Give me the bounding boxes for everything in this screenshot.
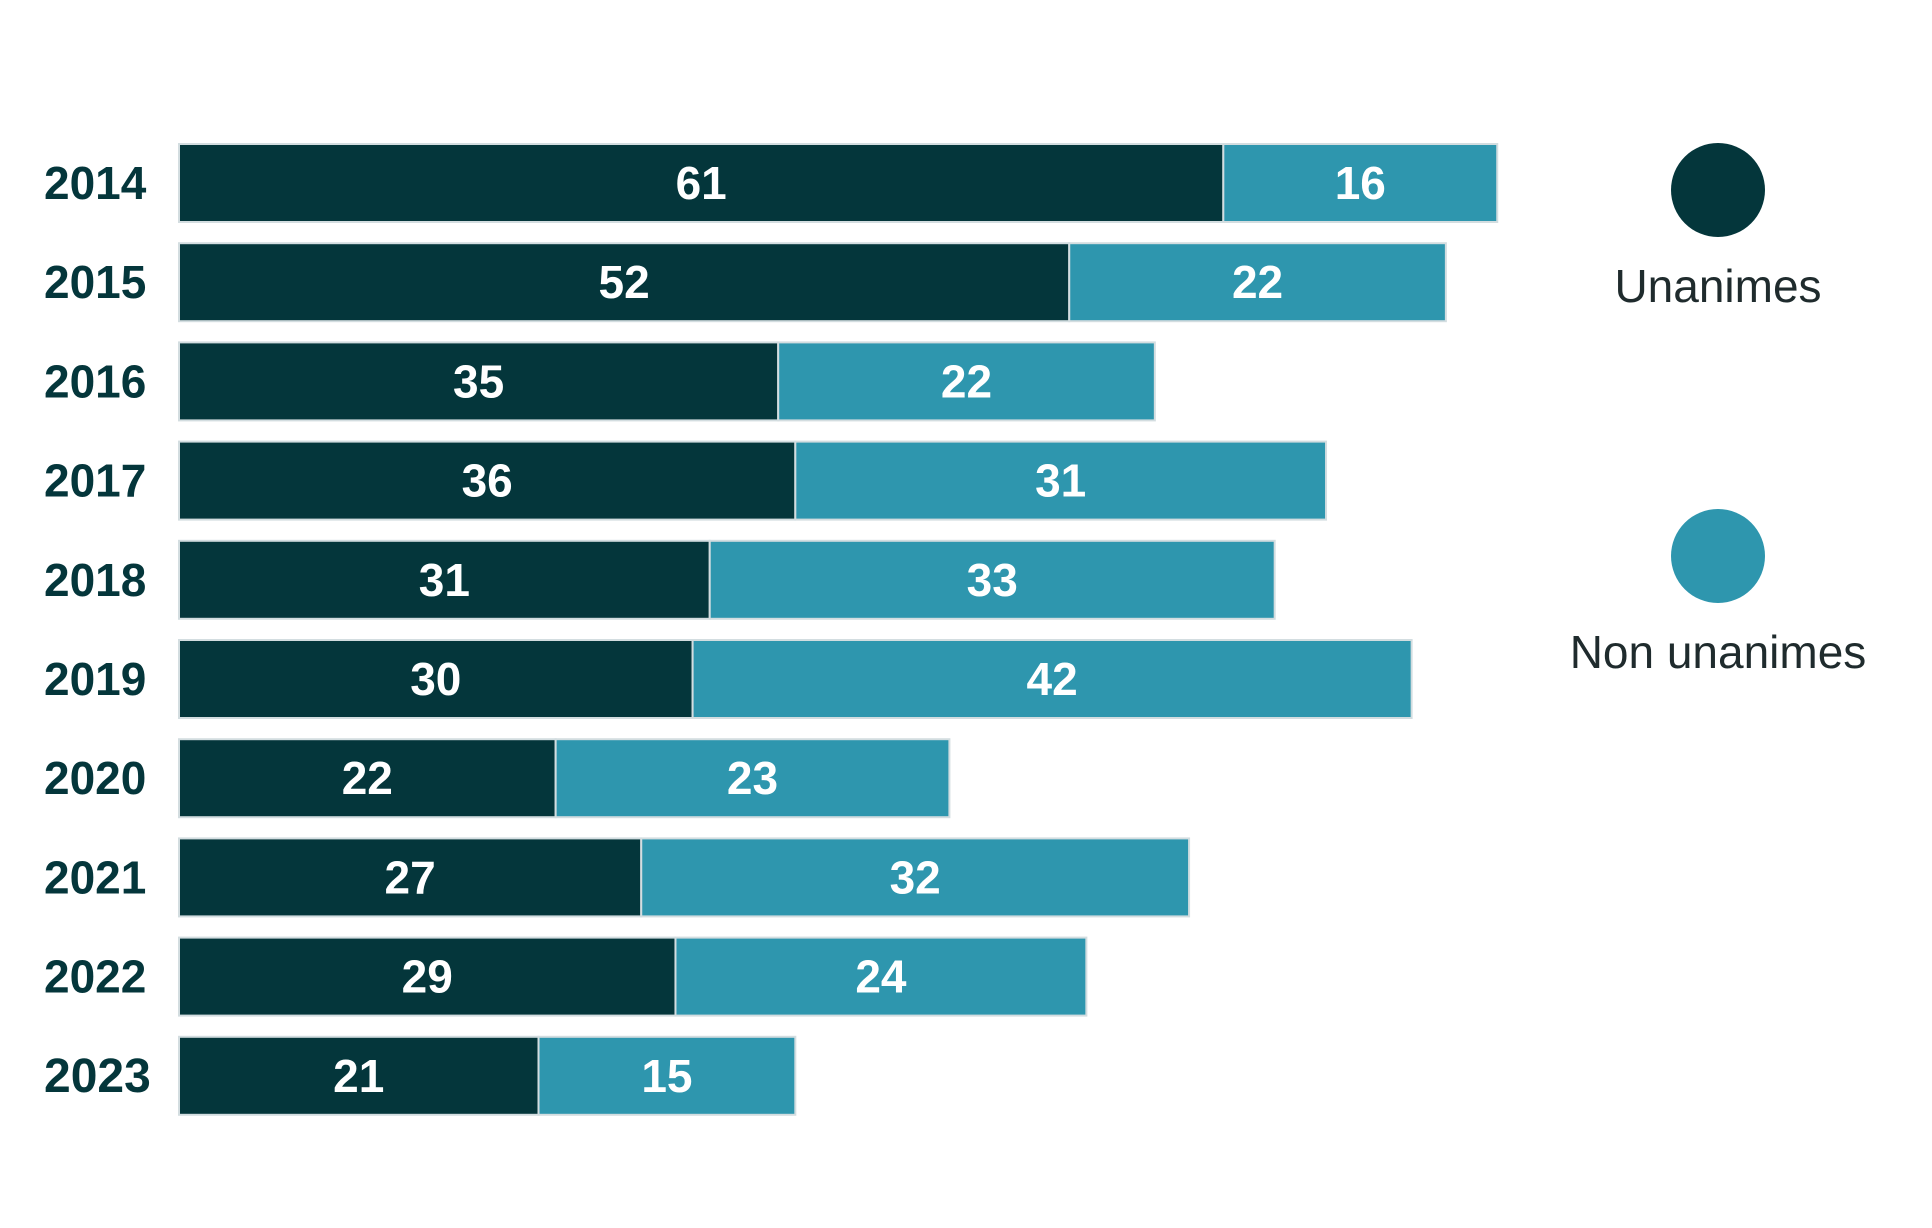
bar-unanimes-2020 xyxy=(178,738,557,819)
value-label-non-unanimes-2022: 24 xyxy=(855,951,907,1003)
bar-unanimes-2023 xyxy=(178,1035,540,1116)
value-label-non-unanimes-2021: 32 xyxy=(890,851,941,903)
value-label-non-unanimes-2023: 15 xyxy=(641,1050,692,1102)
legend-swatch-non-unanimes xyxy=(1671,509,1765,603)
bar-unanimes-2018 xyxy=(178,539,711,620)
bar-unanimes-2015 xyxy=(178,242,1071,323)
category-label-2021: 2021 xyxy=(44,851,146,903)
legend-swatch-unanimes xyxy=(1671,143,1765,237)
bar-non-unanimes-2017 xyxy=(794,440,1328,521)
legend: Unanimes Non unanimes xyxy=(1570,143,1867,678)
value-label-unanimes-2022: 29 xyxy=(402,951,453,1003)
value-label-unanimes-2023: 21 xyxy=(333,1050,384,1102)
value-label-unanimes-2021: 27 xyxy=(385,851,436,903)
bar-non-unanimes-2021 xyxy=(640,837,1191,918)
bar-non-unanimes-2015 xyxy=(1068,242,1447,323)
value-label-unanimes-2014: 61 xyxy=(676,157,727,209)
bar-non-unanimes-2016 xyxy=(777,341,1156,422)
bars-group xyxy=(178,143,1499,1116)
value-label-non-unanimes-2016: 22 xyxy=(941,355,992,407)
value-label-unanimes-2020: 22 xyxy=(342,752,393,804)
bar-non-unanimes-2020 xyxy=(554,738,951,819)
bar-unanimes-2014 xyxy=(178,143,1225,223)
category-label-2022: 2022 xyxy=(44,951,146,1003)
legend-label-unanimes: Unanimes xyxy=(1614,260,1821,312)
category-label-2016: 2016 xyxy=(44,355,146,407)
value-label-non-unanimes-2017: 31 xyxy=(1035,455,1086,507)
labels-group: 2014 61 16 2015 52 22 2016 35 22 2017 36 31 2018 31 33… xyxy=(44,157,1386,1103)
category-label-2014: 2014 xyxy=(44,157,147,209)
value-label-non-unanimes-2019: 42 xyxy=(1027,653,1078,705)
bar-non-unanimes-2022 xyxy=(674,936,1088,1017)
value-label-non-unanimes-2014: 16 xyxy=(1335,157,1386,209)
category-label-2023: 2023 xyxy=(44,1050,151,1103)
bar-non-unanimes-2023 xyxy=(537,1035,797,1116)
legend-label-non-unanimes: Non unanimes xyxy=(1570,626,1867,678)
bar-non-unanimes-2014 xyxy=(1222,143,1499,223)
category-label-2019: 2019 xyxy=(44,653,146,705)
bar-non-unanimes-2018 xyxy=(708,539,1276,620)
category-label-2017: 2017 xyxy=(44,455,146,507)
bar-unanimes-2022 xyxy=(178,936,677,1017)
value-label-non-unanimes-2018: 33 xyxy=(967,554,1018,606)
category-label-2020: 2020 xyxy=(44,752,146,804)
value-label-non-unanimes-2020: 23 xyxy=(727,752,778,804)
bar-unanimes-2016 xyxy=(178,341,780,422)
value-label-unanimes-2019: 30 xyxy=(410,653,461,705)
value-label-unanimes-2018: 31 xyxy=(419,554,470,606)
category-label-2018: 2018 xyxy=(44,554,146,606)
value-label-unanimes-2015: 52 xyxy=(599,256,650,308)
category-label-2015: 2015 xyxy=(44,256,146,308)
bar-unanimes-2017 xyxy=(178,440,797,521)
value-label-non-unanimes-2015: 22 xyxy=(1232,256,1283,308)
value-label-unanimes-2017: 36 xyxy=(462,455,513,507)
bar-non-unanimes-2019 xyxy=(691,639,1413,719)
value-label-unanimes-2016: 35 xyxy=(453,355,504,407)
